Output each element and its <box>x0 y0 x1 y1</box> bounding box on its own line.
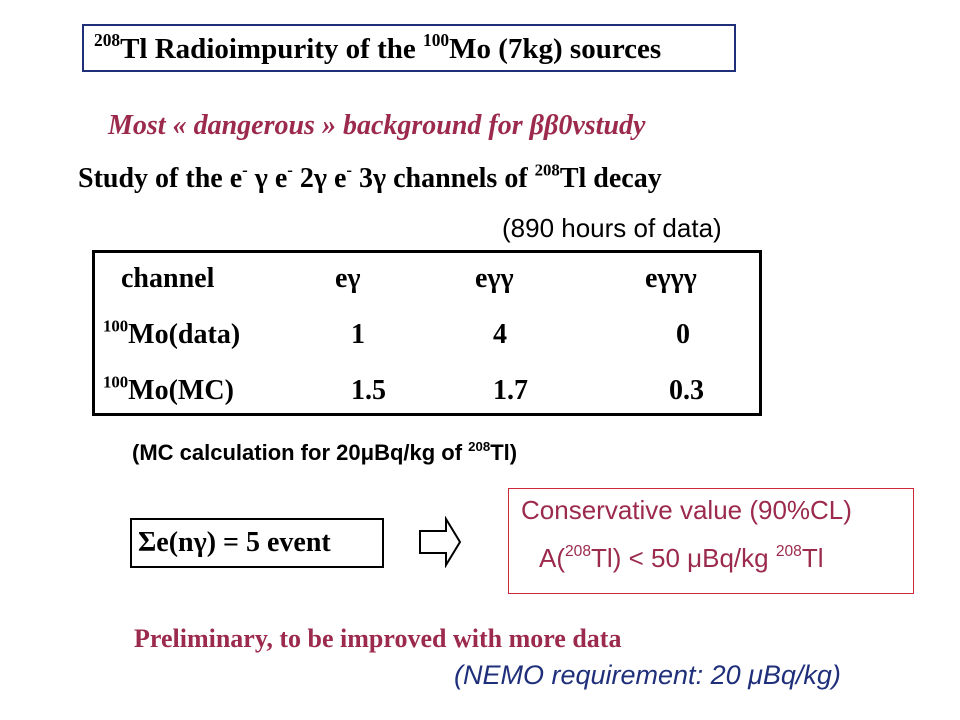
result-line2-sup: 208 <box>565 543 592 561</box>
title-box: 208Tl Radioimpurity of the 100Mo (7kg) s… <box>82 24 736 72</box>
study-ch2: 2γ e <box>292 163 347 194</box>
row-data-label: 100Mo(data) <box>103 316 241 351</box>
row-mc-value-e-gamma-gamma: 1.7 <box>493 375 528 406</box>
row-mc-label: 100Mo(MC) <box>103 372 234 407</box>
study-ch3: 3γ channels of <box>351 163 535 194</box>
results-table: channel eγ eγγ eγγγ 100Mo(data) 1 4 0 10… <box>92 250 762 416</box>
row-mc-value-e-gamma: 1.5 <box>351 375 386 406</box>
study-minus-1: - <box>242 160 248 180</box>
result-line2: A(208Tl) < 50 μBq/kg 208Tl <box>539 543 824 574</box>
mc-note-text2: Bq/kg of <box>374 440 469 465</box>
hours-note: (890 hours of data) <box>502 213 722 243</box>
title-source-sup: 100 <box>423 29 450 50</box>
mc-note-mu: μ <box>360 440 375 465</box>
event-sum-box: Σe(nγ) = 5 event <box>130 518 384 568</box>
row-data-value-e-gamma-gamma: 4 <box>493 319 507 350</box>
result-line1: Conservative value (90%CL) <box>521 495 852 525</box>
mc-note-sup: 208 <box>468 438 491 454</box>
result-line2-d: Tl <box>801 543 824 573</box>
row-mc-sup: 100 <box>103 372 129 392</box>
row-data-value-e-gamma: 1 <box>351 319 365 350</box>
title-isotope-sup: 208 <box>94 29 121 50</box>
row-mc-label-text: Mo(MC) <box>128 375 234 406</box>
header-e-gamma-gamma-gamma: eγγγ <box>645 263 697 294</box>
preliminary-note: Preliminary, to be improved with more da… <box>134 624 622 653</box>
result-line2-mu: μ <box>687 543 703 573</box>
header-e-gamma-gamma: eγγ <box>475 263 514 294</box>
subtitle-after: study <box>584 110 646 141</box>
study-suffix: Tl decay <box>559 163 662 194</box>
subtitle-text: Most « dangerous » background for <box>108 110 530 141</box>
study-prefix: Study of the e <box>78 163 243 194</box>
arrow-right-icon <box>419 516 462 568</box>
study-minus-2: - <box>287 160 293 180</box>
study-minus-3: - <box>346 160 352 180</box>
nemo-requirement-note: (NEMO requirement: 20 μBq/kg) <box>454 660 841 690</box>
study-iso-sup: 208 <box>534 160 560 180</box>
mc-note-text1: (MC calculation for 20 <box>132 440 361 465</box>
mc-note-text3: Tl) <box>490 440 518 465</box>
study-line: Study of the e- γ e- 2γ e- 3γ channels o… <box>78 160 662 195</box>
mc-note: (MC calculation for 20μBq/kg of 208Tl) <box>132 440 517 466</box>
subtitle: Most « dangerous » background for ββ0νst… <box>108 110 645 142</box>
title-text2: Mo (7kg) sources <box>449 33 662 65</box>
row-mc-value-e-gamma-gamma-gamma: 0.3 <box>669 375 704 406</box>
subtitle-greek: ββ0ν <box>529 110 585 141</box>
result-line2-sup2: 208 <box>775 543 802 561</box>
result-line2-c: Bq/kg <box>702 543 776 573</box>
row-data-value-e-gamma-gamma-gamma: 0 <box>676 319 690 350</box>
result-line2-b: Tl) < 50 <box>591 543 688 573</box>
study-ch1: γ e <box>247 163 288 194</box>
header-channel: channel <box>121 263 215 294</box>
result-box: Conservative value (90%CL) A(208Tl) < 50… <box>508 488 914 594</box>
result-line2-a: A( <box>539 543 565 573</box>
row-data-label-text: Mo(data) <box>128 319 241 350</box>
title-text1: Tl Radioimpurity of the <box>120 33 423 65</box>
header-e-gamma: eγ <box>335 263 361 294</box>
row-data-sup: 100 <box>103 316 129 336</box>
